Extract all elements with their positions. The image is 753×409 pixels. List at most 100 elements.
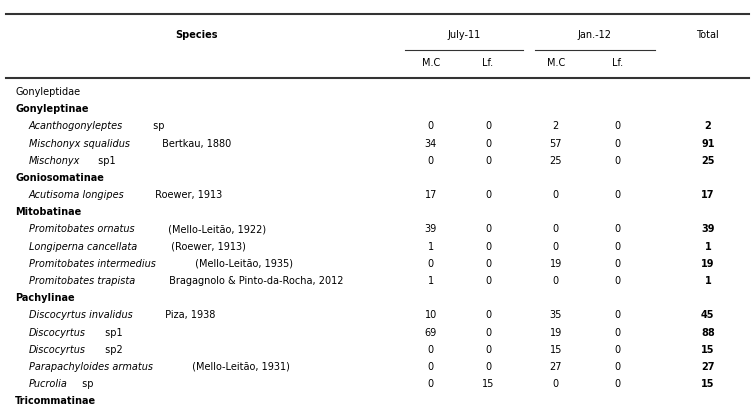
Text: 0: 0: [553, 225, 559, 234]
Text: 10: 10: [425, 310, 437, 320]
Text: 15: 15: [550, 345, 562, 355]
Text: sp2: sp2: [102, 345, 123, 355]
Text: 1: 1: [428, 242, 434, 252]
Text: M.C: M.C: [547, 58, 565, 68]
Text: 0: 0: [428, 259, 434, 269]
Text: 0: 0: [553, 190, 559, 200]
Text: 0: 0: [428, 156, 434, 166]
Text: 0: 0: [428, 362, 434, 372]
Text: Tricommatinae: Tricommatinae: [15, 396, 96, 406]
Text: sp: sp: [151, 121, 165, 131]
Text: 0: 0: [485, 139, 491, 148]
Text: 39: 39: [701, 225, 715, 234]
Text: 91: 91: [701, 139, 715, 148]
Text: Goniosomatinae: Goniosomatinae: [15, 173, 104, 183]
Text: 0: 0: [485, 242, 491, 252]
Text: 0: 0: [428, 345, 434, 355]
Text: 35: 35: [550, 310, 562, 320]
Text: Total: Total: [697, 30, 719, 40]
Text: 69: 69: [425, 328, 437, 337]
Text: 0: 0: [614, 328, 620, 337]
Text: Acutisoma longipes: Acutisoma longipes: [29, 190, 124, 200]
Text: 88: 88: [701, 328, 715, 337]
Text: 0: 0: [485, 121, 491, 131]
Text: 0: 0: [614, 156, 620, 166]
Text: Promitobates intermedius: Promitobates intermedius: [29, 259, 155, 269]
Text: Jan.-12: Jan.-12: [578, 30, 612, 40]
Text: 19: 19: [701, 259, 715, 269]
Text: M.C: M.C: [422, 58, 440, 68]
Text: 0: 0: [614, 225, 620, 234]
Text: (Roewer, 1913): (Roewer, 1913): [168, 242, 246, 252]
Text: Pachylinae: Pachylinae: [15, 293, 75, 303]
Text: 19: 19: [550, 328, 562, 337]
Text: 0: 0: [428, 121, 434, 131]
Text: Mischonyx squalidus: Mischonyx squalidus: [29, 139, 130, 148]
Text: 0: 0: [614, 259, 620, 269]
Text: Promitobates trapista: Promitobates trapista: [29, 276, 135, 286]
Text: Mischonyx: Mischonyx: [29, 156, 80, 166]
Text: Bertkau, 1880: Bertkau, 1880: [159, 139, 231, 148]
Text: Discocyrtus invalidus: Discocyrtus invalidus: [29, 310, 133, 320]
Text: sp1: sp1: [95, 156, 115, 166]
Text: 17: 17: [425, 190, 437, 200]
Text: 0: 0: [614, 345, 620, 355]
Text: 0: 0: [614, 310, 620, 320]
Text: Mitobatinae: Mitobatinae: [15, 207, 81, 217]
Text: 0: 0: [485, 362, 491, 372]
Text: 0: 0: [614, 121, 620, 131]
Text: 0: 0: [485, 156, 491, 166]
Text: Species: Species: [175, 30, 218, 40]
Text: 17: 17: [701, 190, 715, 200]
Text: (Mello-Leitão, 1935): (Mello-Leitão, 1935): [192, 259, 294, 269]
Text: 1: 1: [705, 276, 711, 286]
Text: 15: 15: [701, 379, 715, 389]
Text: Pucrolia: Pucrolia: [29, 379, 68, 389]
Text: 39: 39: [425, 225, 437, 234]
Text: sp: sp: [79, 379, 93, 389]
Text: 0: 0: [614, 242, 620, 252]
Text: Parapachyloides armatus: Parapachyloides armatus: [29, 362, 153, 372]
Text: 0: 0: [485, 328, 491, 337]
Text: July-11: July-11: [447, 30, 481, 40]
Text: 0: 0: [614, 362, 620, 372]
Text: 27: 27: [701, 362, 715, 372]
Text: 57: 57: [550, 139, 562, 148]
Text: 0: 0: [485, 190, 491, 200]
Text: 19: 19: [550, 259, 562, 269]
Text: 0: 0: [614, 139, 620, 148]
Text: 0: 0: [614, 276, 620, 286]
Text: 0: 0: [485, 310, 491, 320]
Text: Discocyrtus: Discocyrtus: [29, 328, 86, 337]
Text: sp1: sp1: [102, 328, 123, 337]
Text: Longiperna cancellata: Longiperna cancellata: [29, 242, 137, 252]
Text: 34: 34: [425, 139, 437, 148]
Text: 0: 0: [614, 190, 620, 200]
Text: 25: 25: [701, 156, 715, 166]
Text: 0: 0: [614, 379, 620, 389]
Text: Piza, 1938: Piza, 1938: [163, 310, 216, 320]
Text: Promitobates ornatus: Promitobates ornatus: [29, 225, 134, 234]
Text: Lf.: Lf.: [612, 58, 623, 68]
Text: 27: 27: [550, 362, 562, 372]
Text: 0: 0: [485, 276, 491, 286]
Text: Gonyleptinae: Gonyleptinae: [15, 104, 89, 114]
Text: 0: 0: [553, 379, 559, 389]
Text: 15: 15: [482, 379, 494, 389]
Text: 1: 1: [428, 276, 434, 286]
Text: 15: 15: [701, 345, 715, 355]
Text: 2: 2: [705, 121, 711, 131]
Text: 0: 0: [485, 225, 491, 234]
Text: (Mello-Leitão, 1922): (Mello-Leitão, 1922): [165, 225, 266, 234]
Text: Gonyleptidae: Gonyleptidae: [15, 87, 80, 97]
Text: Discocyrtus: Discocyrtus: [29, 345, 86, 355]
Text: Roewer, 1913: Roewer, 1913: [152, 190, 222, 200]
Text: Lf.: Lf.: [483, 58, 493, 68]
Text: Acanthogonyleptes: Acanthogonyleptes: [29, 121, 123, 131]
Text: 0: 0: [428, 379, 434, 389]
Text: 0: 0: [485, 259, 491, 269]
Text: 45: 45: [701, 310, 715, 320]
Text: 0: 0: [553, 242, 559, 252]
Text: 2: 2: [553, 121, 559, 131]
Text: 0: 0: [553, 276, 559, 286]
